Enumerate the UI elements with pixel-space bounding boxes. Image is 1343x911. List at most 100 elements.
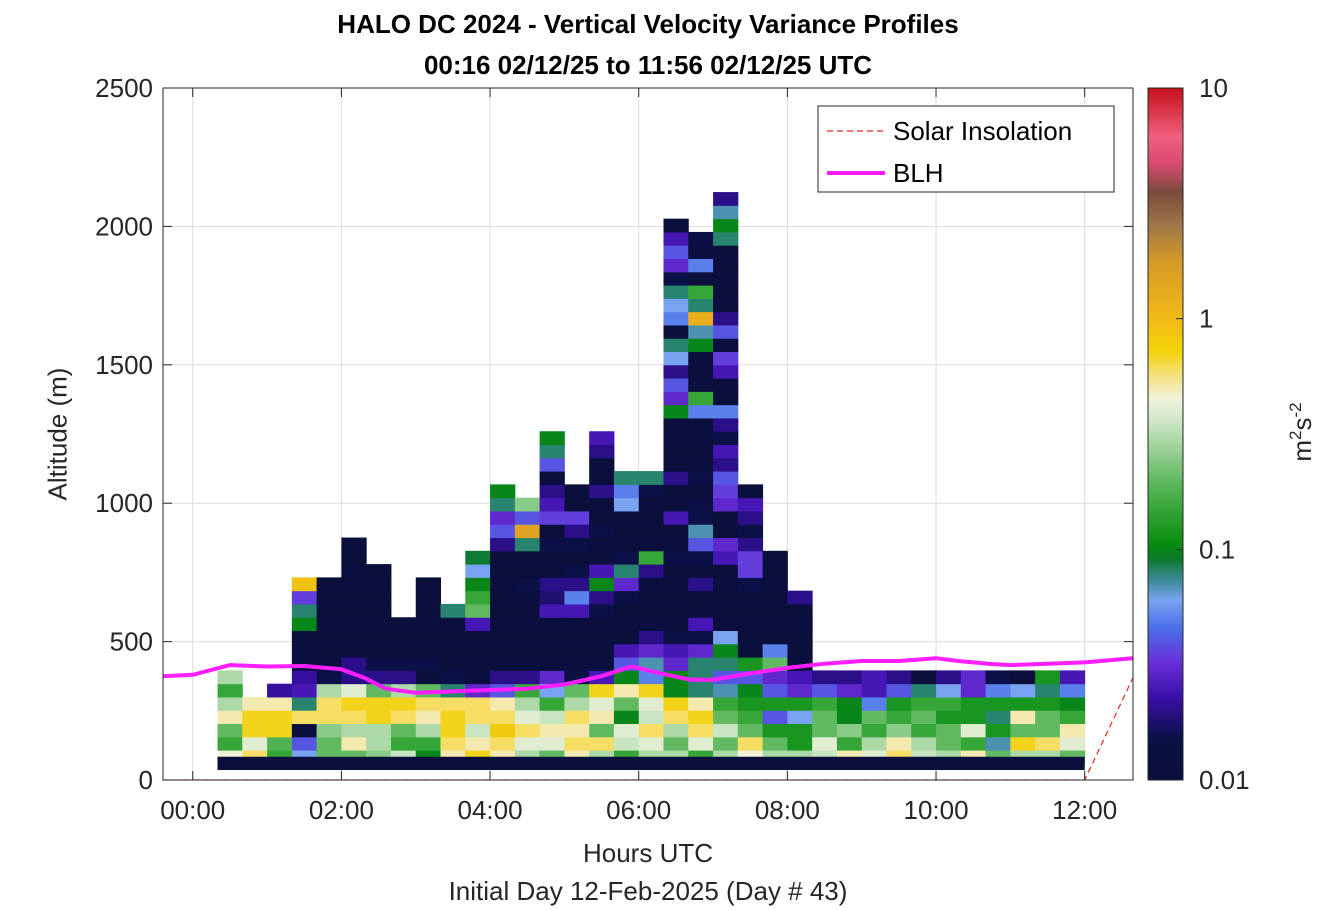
heatmap-cell [737, 736, 764, 751]
heatmap-cell [514, 723, 541, 738]
heatmap-cell [787, 710, 813, 725]
heatmap-cell [415, 577, 442, 592]
heatmap-cell [688, 736, 714, 751]
heatmap-cell [316, 670, 342, 685]
x-tick-label: 06:00 [606, 795, 671, 825]
heatmap-cell [390, 643, 417, 658]
heatmap-cell [861, 710, 887, 725]
heatmap-cell [911, 683, 937, 698]
heatmap-cell [415, 603, 442, 618]
colorbar: 0.01 0.1 1 10 [1147, 73, 1250, 795]
heatmap-cell [1010, 670, 1036, 685]
heatmap-cell [638, 736, 664, 751]
heatmap-cell [1035, 736, 1061, 751]
heatmap-cell [985, 696, 1011, 711]
heatmap-cell [960, 723, 987, 738]
heatmap-cell [737, 643, 764, 658]
heatmap-cell [589, 710, 615, 725]
heatmap-cell [539, 590, 565, 605]
heatmap-cell [1035, 670, 1061, 685]
heatmap-cell [514, 577, 541, 592]
heatmap-cell [490, 590, 516, 605]
heatmap-cell [861, 696, 887, 711]
heatmap-cell [539, 524, 565, 539]
heatmap-cell [737, 510, 764, 525]
heatmap-cell [613, 617, 640, 632]
heatmap-cell [390, 630, 417, 645]
heatmap-cell [713, 324, 739, 339]
heatmap-cell [514, 564, 541, 578]
heatmap-cell [440, 723, 466, 738]
heatmap-cell [514, 524, 541, 539]
heatmap-cell [316, 710, 342, 725]
heatmap-cell [316, 617, 342, 632]
heatmap-cell [341, 736, 367, 751]
heatmap-cell [613, 710, 640, 725]
heatmap-cell [564, 630, 590, 645]
heatmap-cell [490, 710, 516, 725]
heatmap-cell [366, 564, 392, 578]
heatmap-cell [762, 696, 788, 711]
heatmap-cell [267, 710, 293, 725]
heatmap-cell [465, 657, 491, 671]
heatmap-cell [514, 497, 541, 512]
heatmap-cell [638, 537, 664, 552]
heatmap-cell [713, 457, 739, 472]
heatmap-cell [415, 710, 442, 725]
heatmap-cell [663, 311, 689, 326]
heatmap-cell [688, 696, 714, 711]
heatmap-cell [341, 550, 367, 565]
heatmap-cell [713, 696, 739, 711]
colorbar-fill [1148, 88, 1183, 780]
heatmap-cell [514, 590, 541, 605]
heatmap-cell [291, 683, 318, 698]
heatmap-cell [663, 524, 689, 539]
heatmap-cell [514, 630, 541, 645]
heatmap-cell [688, 364, 714, 379]
heatmap-cell [1010, 683, 1036, 698]
heatmap-cell [613, 683, 640, 698]
heatmap-cell [465, 723, 491, 738]
heatmap-cell [267, 696, 293, 711]
heatmap-cell [613, 670, 640, 685]
chart-title: HALO DC 2024 - Vertical Velocity Varianc… [337, 9, 959, 39]
heatmap-cell [836, 710, 863, 725]
heatmap-cell [267, 683, 293, 698]
heatmap-cell [836, 696, 863, 711]
x-axis-label: Hours UTC [582, 838, 713, 868]
heatmap-cell [713, 338, 739, 353]
x-tick-label: 10:00 [903, 795, 968, 825]
initial-day-note: Initial Day 12-Feb-2025 (Day # 43) [448, 876, 848, 906]
legend-box [817, 105, 1115, 193]
heatmap-cell [465, 670, 491, 685]
heatmap-cell [688, 630, 714, 645]
heatmap-cell [663, 271, 689, 286]
heatmap-cell [663, 431, 689, 446]
heatmap-cell [564, 643, 590, 658]
heatmap-cell [713, 657, 739, 671]
heatmap-cell [514, 550, 541, 565]
heatmap-cell [713, 205, 739, 220]
heatmap-cell [688, 510, 714, 525]
heatmap-cell [836, 736, 863, 751]
heatmap-cell [465, 550, 491, 565]
heatmap-cell [762, 723, 788, 738]
heatmap-cell [688, 577, 714, 592]
heatmap-cell [663, 603, 689, 618]
heatmap-cell [589, 431, 615, 446]
heatmap-cell [663, 404, 689, 419]
heatmap-cell [490, 643, 516, 658]
y-tick-label: 1000 [95, 488, 153, 518]
y-axis: 0 500 1000 1500 2000 2500 [95, 73, 1133, 795]
heatmap-cell [465, 696, 491, 711]
heatmap-cell [663, 657, 689, 671]
heatmap-cell [589, 537, 615, 552]
heatmap-cell [366, 590, 392, 605]
heatmap-cell [936, 736, 962, 751]
heatmap-cell [242, 723, 268, 738]
heatmap-cell [688, 285, 714, 299]
heatmap-cell [713, 510, 739, 525]
heatmap-cell [589, 683, 615, 698]
heatmap-cell [663, 417, 689, 432]
